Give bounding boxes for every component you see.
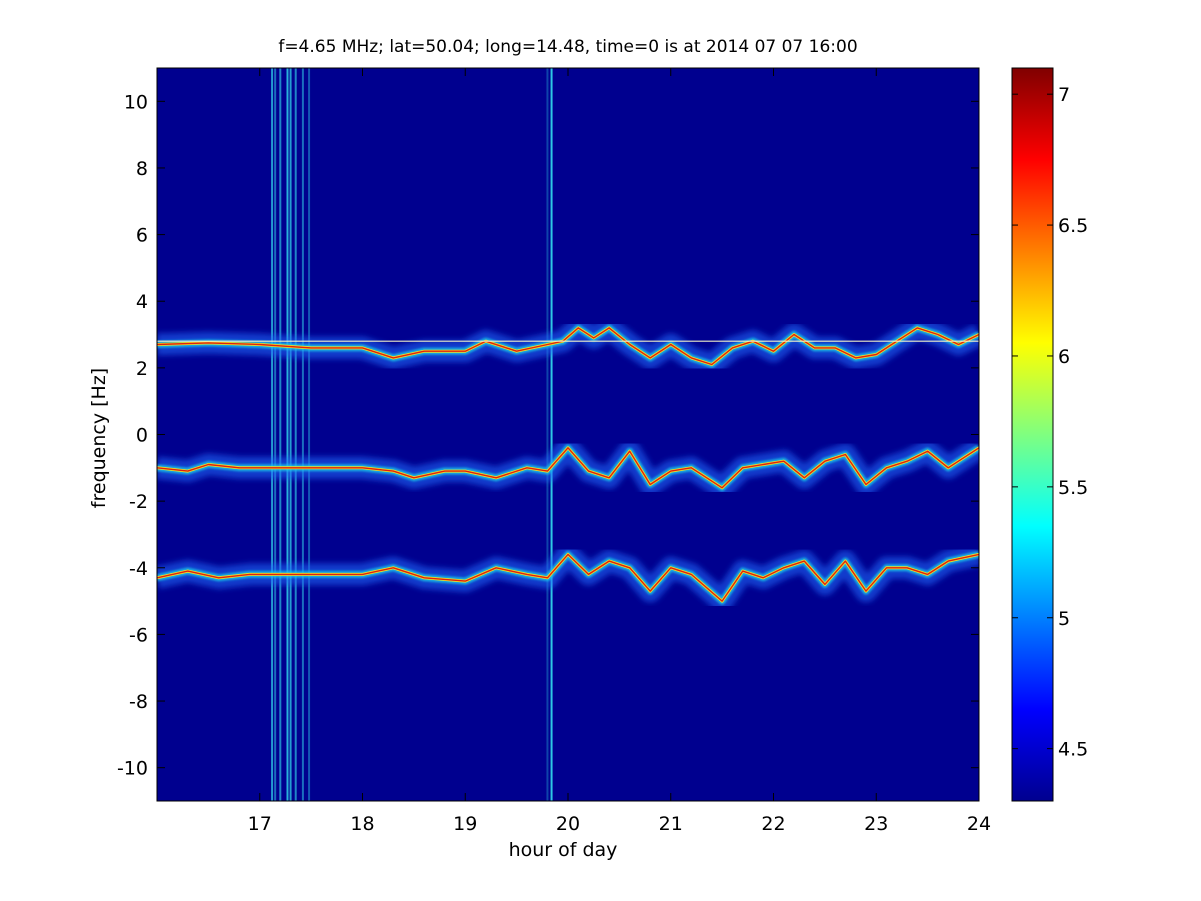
x-tick-label: 23 <box>864 813 888 835</box>
plot-area <box>157 68 979 801</box>
y-tick-label: 4 <box>136 291 148 313</box>
x-tick-label: 18 <box>350 813 374 835</box>
x-tick-label: 19 <box>453 813 477 835</box>
y-tick-label: 8 <box>136 158 148 180</box>
y-tick-label: 0 <box>136 425 148 447</box>
x-tick-label: 22 <box>761 813 785 835</box>
x-axis-label: hour of day <box>509 839 618 861</box>
x-tick-label: 17 <box>248 813 272 835</box>
y-tick-label: 6 <box>136 225 148 247</box>
colorbar-tick-label: 5.5 <box>1058 477 1088 499</box>
y-tick-label: 2 <box>136 358 148 380</box>
chart-title: f=4.65 MHz; lat=50.04; long=14.48, time=… <box>278 37 857 57</box>
colorbar-tick-label: 6 <box>1058 346 1070 368</box>
y-tick-label: -8 <box>129 691 148 713</box>
colorbar-tick-label: 4.5 <box>1058 739 1088 761</box>
echo-traces <box>157 316 979 613</box>
colorbar-tick-label: 6.5 <box>1058 215 1088 237</box>
y-axis-label: frequency [Hz] <box>88 368 110 508</box>
y-tick-label: 10 <box>124 91 148 113</box>
x-tick-label: 21 <box>659 813 683 835</box>
colorbar-tick-label: 5 <box>1058 608 1070 630</box>
y-axis-ticks: -10 -8 -6 -4 -2 0 2 4 6 8 10 <box>117 91 979 780</box>
trace-core <box>157 327 979 366</box>
x-tick-label: 24 <box>967 813 991 835</box>
x-axis-ticks: 17 18 19 20 21 22 23 24 <box>248 68 991 835</box>
colorbar-tick-label: 7 <box>1058 84 1070 106</box>
interference-lines <box>271 68 553 801</box>
x-tick-label: 20 <box>556 813 580 835</box>
y-tick-label: -6 <box>129 624 148 646</box>
plot-background <box>157 68 979 801</box>
colorbar <box>1011 67 1054 802</box>
y-tick-label: -10 <box>117 758 148 780</box>
trace-core <box>157 553 979 602</box>
y-tick-label: -2 <box>129 491 148 513</box>
trace-core <box>157 447 979 489</box>
y-tick-label: -4 <box>129 558 148 580</box>
colorbar-ticks: 4.5 5 5.5 6 6.5 7 <box>1012 84 1088 761</box>
